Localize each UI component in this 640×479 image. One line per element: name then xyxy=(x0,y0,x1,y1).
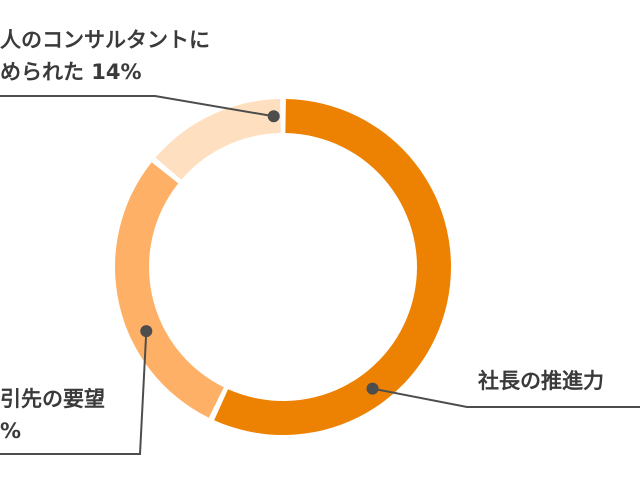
leader-line-1 xyxy=(372,387,640,408)
leader-dot-2 xyxy=(140,325,153,338)
slice-label-2-line-1: 引先の要望 xyxy=(0,387,105,411)
slice-label-3-line-1: 人のコンサルタントに xyxy=(0,28,210,52)
pie-slice-1 xyxy=(214,99,452,436)
slice-label-1-line-1: 社長の推進力 xyxy=(477,369,604,393)
leader-line-2 xyxy=(0,331,148,455)
leader-dot-1 xyxy=(366,382,379,395)
leader-dot-3 xyxy=(267,110,280,123)
slice-label-2-line-2: % xyxy=(0,419,21,443)
pie-slice-3 xyxy=(155,99,281,180)
pie-slice-2 xyxy=(114,162,224,418)
leader-line-3 xyxy=(0,95,274,118)
slice-label-3-line-2: められた 14% xyxy=(0,60,142,84)
